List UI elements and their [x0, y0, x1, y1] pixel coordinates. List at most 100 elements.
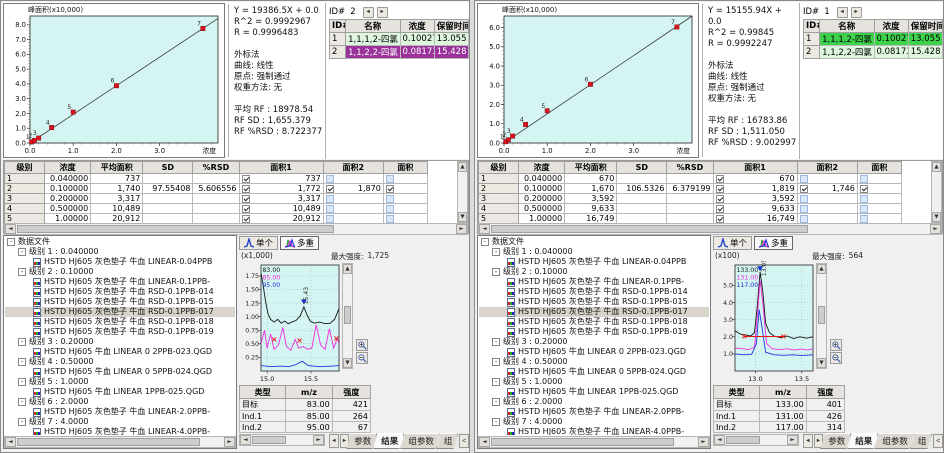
tab-结果[interactable]: 结果: [847, 433, 878, 449]
tree-file[interactable]: HSTD HJ605 灰色垫子 牛血 LINEAR-4.0PPB-: [5, 427, 235, 435]
compound-row[interactable]: 1 1,1,1,2-四氯 0.10027 13.055: [802, 32, 943, 46]
tree-file[interactable]: HSTD HJ605 灰色垫子 牛血 RSD-0.1PPB-017: [479, 307, 709, 317]
area-checkbox[interactable]: [241, 184, 250, 193]
multi-view-button[interactable]: 多重: [754, 235, 794, 250]
levels-table-grid[interactable]: 级别 浓度 平均面积 SD %RSD 面积1 面积2 面积 1 0.040000 737 737 2 0.…: [4, 161, 429, 223]
tab-组参数[interactable]: 组参数: [400, 433, 440, 449]
scroll-right-icon[interactable]: ►: [456, 224, 467, 234]
levels-horizontal-scrollbar[interactable]: ◄ ►: [4, 223, 468, 235]
area-checkbox[interactable]: [859, 194, 868, 203]
tab-scroll-left-button[interactable]: ◄: [803, 434, 813, 448]
tree-file[interactable]: HSTD HJ605 灰色垫子 牛血 RSD-0.1PPB-018: [479, 317, 709, 327]
id-prev-button[interactable]: ◄: [362, 6, 374, 18]
compound-table[interactable]: ID#名称浓度保留时间11,1,1,2-四氯0.1002713.05521,1,…: [328, 19, 469, 59]
scroll-track[interactable]: [725, 435, 787, 445]
mz-table[interactable]: 类型 m/z 强度 目标 83.00 421 Ind.1 85.00 264 Ind.2 95.00…: [238, 385, 372, 433]
area-checkbox[interactable]: [325, 184, 334, 193]
tree-file[interactable]: HSTD HJ605 灰色垫子 牛血 RSD-0.1PPB-017: [5, 307, 235, 317]
scroll-right-icon[interactable]: ►: [698, 437, 709, 447]
zoom-in-button[interactable]: [830, 339, 842, 351]
tree-level[interactable]: - 级别 2 : 0.10000: [5, 267, 235, 277]
area-checkbox[interactable]: [799, 184, 808, 193]
area-checkbox[interactable]: [859, 174, 868, 183]
mz-table-grid[interactable]: 类型 m/z 强度 目标 133.00 401 Ind.1 131.00 426 Ind.2 117…: [712, 385, 846, 433]
levels-table[interactable]: 级别 浓度 平均面积 SD %RSD 面积1 面积2 面积 1 0.040000 737 737 2 0.…: [4, 161, 457, 223]
chromatogram-vertical-scrollbar[interactable]: ▲ ▼: [816, 263, 827, 369]
area-checkbox[interactable]: [859, 184, 868, 193]
area-checkbox[interactable]: [715, 184, 724, 193]
tree-level[interactable]: - 级别 2 : 0.10000: [479, 267, 709, 277]
level-row[interactable]: 3 0.200000 3,592 3,592: [478, 193, 903, 204]
level-row[interactable]: 1 0.040000 670 670: [478, 173, 903, 184]
tab-结果[interactable]: 结果: [373, 433, 404, 449]
scroll-left-icon[interactable]: ◄: [479, 437, 490, 447]
tree-horizontal-scrollbar[interactable]: ◄ ►: [478, 436, 710, 448]
chromatogram-horizontal-scrollbar[interactable]: ◄ ►: [239, 434, 325, 446]
collapse-icon[interactable]: -: [18, 378, 26, 386]
scroll-down-icon[interactable]: ▼: [932, 212, 941, 222]
id-prev-button[interactable]: ◄: [836, 6, 848, 18]
tree-file[interactable]: HSTD HJ605 牛血 LINEAR 0 2PPB-023.QGD: [479, 347, 709, 357]
collapse-icon[interactable]: -: [492, 358, 500, 366]
level-row[interactable]: 1 0.040000 737 737: [4, 173, 429, 184]
mz-row[interactable]: Ind.2 95.00 67: [238, 421, 372, 433]
scroll-thumb[interactable]: [17, 225, 334, 233]
zoom-in-button[interactable]: [356, 339, 368, 351]
area-checkbox[interactable]: [859, 204, 868, 213]
tree-file[interactable]: HSTD HJ605 灰色垫子 牛血 RSD-0.1PPB-014: [479, 287, 709, 297]
tree-level[interactable]: - 级别 3 : 0.20000: [5, 337, 235, 347]
tree-file[interactable]: HSTD HJ605 灰色垫子 牛血 LINEAR-0.04PPB: [479, 257, 709, 267]
compound-row[interactable]: 1 1,1,1,2-四氯 0.10027 13.055: [328, 32, 469, 46]
mz-row[interactable]: 目标 83.00 421: [238, 398, 372, 411]
area-checkbox[interactable]: [385, 214, 394, 223]
tree-file[interactable]: HSTD HJ605 牛血 LINEAR 1PPB-025.QGD: [5, 387, 235, 397]
area-checkbox[interactable]: [859, 214, 868, 223]
compound-row[interactable]: 2 1,1,2,2-四氯 0.08173 15.428: [328, 45, 469, 59]
id-next-button[interactable]: ►: [376, 6, 388, 18]
tree-file[interactable]: HSTD HJ605 牛血 LINEAR 0 5PPB-024.QGD: [479, 367, 709, 377]
area-checkbox[interactable]: [241, 214, 250, 223]
collapse-icon[interactable]: -: [18, 268, 26, 276]
tab-参数[interactable]: 参数: [346, 433, 377, 449]
tab-overflow-button[interactable]: <: [933, 434, 943, 448]
scroll-track[interactable]: [343, 274, 352, 358]
scroll-left-icon[interactable]: ◄: [714, 435, 725, 445]
id-next-button[interactable]: ►: [850, 6, 862, 18]
scroll-up-icon[interactable]: ▲: [343, 264, 352, 274]
collapse-icon[interactable]: -: [492, 338, 500, 346]
mz-row[interactable]: Ind.1 131.00 426: [712, 410, 846, 422]
tree-file[interactable]: HSTD HJ605 灰色垫子 牛血 RSD-0.1PPB-015: [5, 297, 235, 307]
levels-table-grid[interactable]: 级别 浓度 平均面积 SD %RSD 面积1 面积2 面积 1 0.040000 670 670 2 0.…: [478, 161, 903, 223]
collapse-icon[interactable]: -: [18, 418, 26, 426]
collapse-icon[interactable]: -: [18, 358, 26, 366]
level-row[interactable]: 3 0.200000 3,317 3,317: [4, 193, 429, 204]
levels-vertical-scrollbar[interactable]: ▲ ▼: [457, 161, 468, 223]
level-row[interactable]: 5 1.00000 20,912 20,912: [4, 213, 429, 223]
tree-file[interactable]: HSTD HJ605 灰色垫子 牛血 LINEAR-0.1PPB-: [5, 277, 235, 287]
scroll-thumb[interactable]: [252, 436, 287, 444]
tree-horizontal-scrollbar[interactable]: ◄ ►: [4, 436, 236, 448]
collapse-icon[interactable]: -: [18, 398, 26, 406]
tree-level[interactable]: - 级别 4 : 0.50000: [5, 357, 235, 367]
area-checkbox[interactable]: [325, 204, 334, 213]
tree-level[interactable]: - 级别 5 : 1.0000: [479, 377, 709, 387]
scroll-track[interactable]: [458, 172, 467, 212]
scroll-track[interactable]: [16, 224, 456, 234]
area-checkbox[interactable]: [241, 194, 250, 203]
scroll-thumb[interactable]: [818, 305, 825, 325]
collapse-icon[interactable]: -: [18, 248, 26, 256]
level-row[interactable]: 4 0.500000 10,489 10,489: [4, 203, 429, 214]
area-checkbox[interactable]: [385, 194, 394, 203]
mz-table-grid[interactable]: 类型 m/z 强度 目标 83.00 421 Ind.1 85.00 264 Ind.2 95.00…: [238, 385, 372, 433]
collapse-icon[interactable]: -: [492, 268, 500, 276]
tab-组参数[interactable]: 组参数: [874, 433, 914, 449]
scroll-thumb[interactable]: [17, 438, 201, 446]
chromatogram-horizontal-scrollbar[interactable]: ◄ ►: [713, 434, 799, 446]
tree-file[interactable]: HSTD HJ605 牛血 LINEAR 0 2PPB-023.QGD: [5, 347, 235, 357]
tree-level[interactable]: - 级别 7 : 4.0000: [5, 417, 235, 427]
tree-level[interactable]: - 级别 7 : 4.0000: [479, 417, 709, 427]
levels-table[interactable]: 级别 浓度 平均面积 SD %RSD 面积1 面积2 面积 1 0.040000 670 670 2 0.…: [478, 161, 931, 223]
scroll-left-icon[interactable]: ◄: [5, 437, 16, 447]
scroll-down-icon[interactable]: ▼: [458, 212, 467, 222]
area-checkbox[interactable]: [241, 174, 250, 183]
